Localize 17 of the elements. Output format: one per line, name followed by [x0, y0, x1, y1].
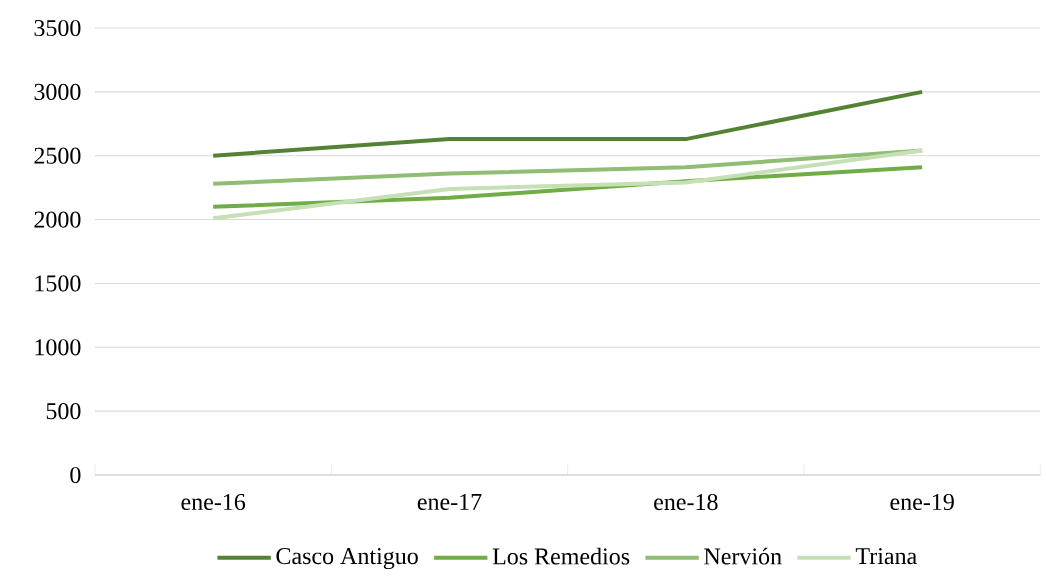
y-tick-label: 500 [46, 403, 81, 420]
x-tick-label: ene-17 [417, 493, 482, 511]
legend-label: Los Remedios [492, 547, 630, 565]
y-tick-label: 1000 [35, 339, 81, 356]
y-tick-label: 2500 [34, 147, 81, 164]
x-tick-label: ene-16 [181, 493, 246, 511]
legend-label: Casco Antiguo [276, 548, 418, 570]
legend-label: Nervión [704, 547, 782, 565]
legend-label: Triana [855, 548, 917, 565]
y-tick-label: 0 [70, 466, 81, 484]
y-tick-label: 1500 [35, 275, 81, 292]
y-tick-label: 3000 [34, 83, 81, 100]
x-tick-label: ene-18 [654, 493, 718, 511]
y-tick-label: 2000 [34, 211, 81, 228]
x-tick-label: ene-19 [890, 493, 954, 511]
line-series [211, 148, 925, 221]
y-tick-label: 3500 [34, 19, 81, 37]
